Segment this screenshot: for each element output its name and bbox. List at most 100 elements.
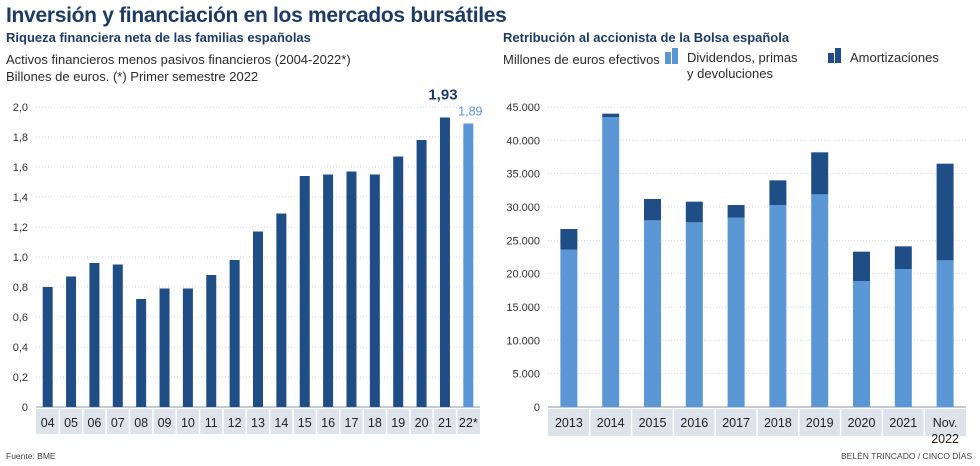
right-x-tick-label: 2015: [639, 416, 667, 430]
left-y-tick-label: 1,4: [13, 192, 28, 204]
legend-dividends-label-1: Dividendos, primas: [687, 50, 798, 65]
left-bar-05: [66, 276, 77, 407]
right-bar-amortizations-2021: [894, 246, 912, 269]
right-x-tick-label: 2021: [889, 416, 917, 430]
right-x-tick-label: 2016: [680, 416, 708, 430]
left-chart-note-2: Billones de euros. (*) Primer semestre 2…: [6, 69, 259, 84]
right-y-tick-label: 40.000: [506, 135, 540, 147]
left-x-tick-label: 13: [251, 416, 265, 430]
left-bar-13: [253, 231, 263, 407]
left-bar-15: [299, 176, 310, 407]
right-bar-dividends-2018: [769, 205, 787, 407]
right-bar-amortizations-2015: [644, 199, 661, 221]
right-x-tick-label-line2: 2022: [931, 432, 959, 446]
right-bar-amortizations-2014: [602, 113, 620, 117]
right-x-tick-label: 2018: [764, 416, 792, 430]
right-x-tick-label: 2020: [848, 416, 876, 430]
left-x-tick-label: 21: [438, 416, 452, 430]
left-bar-11: [206, 275, 217, 407]
left-bar-20: [416, 140, 427, 407]
right-bar-dividends-2016: [685, 222, 703, 407]
left-bar-10: [182, 288, 193, 407]
left-chart-subtitle: Riqueza financiera neta de las familias …: [6, 30, 311, 45]
right-y-tick-label: 45.000: [506, 102, 540, 114]
left-x-tick-label: 06: [87, 416, 101, 430]
right-y-tick-label: 30.000: [506, 202, 540, 214]
right-y-tick-label: 0: [534, 402, 540, 414]
left-y-tick-label: 1,2: [13, 222, 28, 234]
left-x-tick-label: 17: [345, 416, 359, 430]
left-x-tick-label: 11: [205, 416, 218, 430]
left-x-tick-label: 18: [368, 416, 382, 430]
right-bar-dividends-2017: [727, 217, 745, 407]
left-x-axis-band: [36, 409, 480, 434]
left-y-tick-label: 0,8: [13, 282, 28, 294]
right-bar-amortizations-2019: [811, 152, 829, 195]
left-bar-19: [393, 156, 404, 407]
right-bar-amortizations-2020: [853, 251, 870, 281]
left-bar-12: [229, 260, 240, 407]
left-y-tick-label: 0,6: [13, 312, 28, 324]
left-bar-06: [89, 263, 100, 407]
right-bar-dividends-2020: [853, 281, 870, 407]
right-bar-dividends-2013: [560, 249, 578, 407]
legend-amortizations-swatch-2: [835, 48, 841, 63]
right-y-tick-label: 20.000: [506, 269, 540, 281]
right-bar-dividends-2019: [811, 194, 829, 407]
left-y-tick-label: 2,0: [13, 102, 28, 114]
left-x-tick-label: 16: [321, 416, 335, 430]
left-bar-22*: [463, 123, 474, 407]
left-y-tick-label: 0: [22, 402, 28, 414]
right-chart-note: Millones de euros efectivos: [503, 52, 660, 67]
legend-amortizations-swatch: [828, 53, 834, 63]
left-x-tick-label: 12: [228, 416, 242, 430]
left-y-tick-label: 0,4: [13, 342, 28, 354]
right-x-tick-label: 2019: [806, 416, 834, 430]
right-y-tick-label: 35.000: [506, 169, 540, 181]
left-bar-09: [159, 288, 170, 407]
right-y-tick-label: 5.000: [512, 369, 540, 381]
right-chart-subtitle: Retribución al accionista de la Bolsa es…: [503, 30, 790, 45]
left-x-tick-label: 15: [298, 416, 312, 430]
left-x-tick-label: 22*: [459, 416, 478, 430]
right-x-tick-label: 2017: [722, 416, 750, 430]
left-x-tick-label: 19: [391, 416, 405, 430]
left-y-tick-label: 0,2: [13, 372, 28, 384]
left-y-tick-label: 1,0: [13, 252, 28, 264]
left-x-tick-label: 09: [158, 416, 172, 430]
credit-note: BELÉN TRINCADO / CINCO DÍAS: [841, 451, 973, 461]
left-bar-04: [42, 287, 53, 407]
legend-dividends-swatch-2: [672, 48, 678, 64]
right-bar-amortizations-2016: [685, 201, 703, 223]
right-bar-amortizations-2017: [727, 205, 745, 218]
right-bar-dividends-2014: [602, 117, 620, 407]
left-y-tick-label: 1,8: [13, 132, 28, 144]
source-note: Fuente: BME: [6, 451, 56, 461]
left-x-tick-label: 07: [111, 416, 125, 430]
left-y-tick-label: 1,6: [13, 162, 28, 174]
left-chart-note-1: Activos financieros menos pasivos financ…: [6, 52, 351, 67]
right-x-tick-label: 2014: [597, 416, 625, 430]
left-bar-21: [439, 117, 450, 407]
left-x-tick-label: 05: [64, 416, 78, 430]
left-bar-18: [369, 174, 380, 407]
left-x-tick-label: 20: [415, 416, 429, 430]
right-x-tick-label: 2013: [555, 416, 583, 430]
right-x-tick-label: Nov.: [933, 416, 958, 430]
left-x-tick-label: 04: [41, 416, 55, 430]
right-bar-amortizations-2013: [560, 229, 578, 250]
left-bar-14: [276, 213, 287, 407]
left-data-label: 1,89: [458, 105, 482, 119]
left-x-tick-label: 08: [134, 416, 148, 430]
legend-dividends-swatch: [665, 52, 671, 64]
left-bar-17: [346, 171, 357, 407]
right-bar-amortizations-Nov2022: [936, 163, 954, 261]
left-bar-16: [323, 174, 334, 407]
left-data-label: 1,93: [428, 87, 457, 104]
left-bar-07: [112, 264, 123, 407]
left-x-tick-label: 14: [274, 416, 288, 430]
left-bar-08: [136, 299, 147, 407]
right-y-tick-label: 15.000: [506, 302, 540, 314]
left-x-tick-label: 10: [181, 416, 195, 430]
